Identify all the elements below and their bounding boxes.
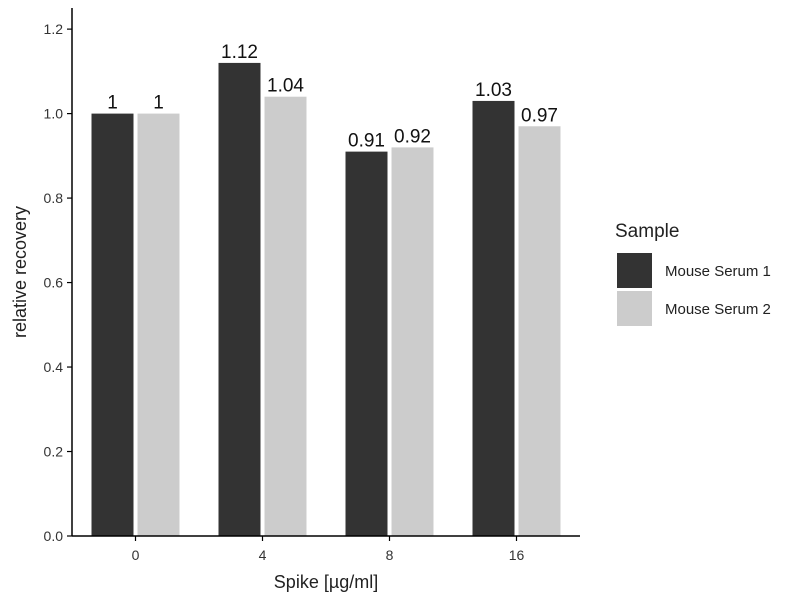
legend-label: Mouse Serum 1: [665, 263, 771, 280]
data-label: 1.04: [267, 76, 304, 97]
data-label: 0.92: [394, 126, 431, 147]
y-tick-label: 0.6: [44, 275, 64, 291]
bar: [345, 151, 388, 536]
legend-key: [617, 291, 652, 326]
legend: Sample Mouse Serum 1 Mouse Serum 2: [615, 221, 771, 326]
bar: [264, 96, 307, 536]
data-label: 0.91: [348, 131, 385, 152]
bars: [91, 62, 561, 537]
data-label: 1.12: [221, 42, 258, 63]
legend-title: Sample: [615, 221, 679, 242]
y-tick-label: 0.8: [44, 190, 64, 206]
y-axis-ticks: 0.0 0.2 0.4 0.6 0.8 1.0 1.2: [44, 21, 72, 544]
data-label: 1.03: [475, 80, 512, 101]
x-tick-label: 16: [509, 547, 525, 563]
x-tick-label: 4: [259, 547, 267, 563]
bar: [218, 62, 261, 537]
bar: [391, 147, 434, 536]
legend-label: Mouse Serum 2: [665, 301, 771, 318]
x-tick-label: 8: [386, 547, 394, 563]
data-label: 1: [153, 93, 164, 114]
bar: [518, 126, 561, 536]
y-axis-title: relative recovery: [10, 206, 30, 338]
y-tick-label: 0.2: [44, 444, 64, 460]
y-tick-label: 0.0: [44, 528, 64, 544]
x-axis-ticks: 0 4 8 16: [132, 536, 525, 563]
y-tick-label: 1.2: [44, 21, 64, 37]
data-label: 0.97: [521, 105, 558, 126]
x-axis-title: Spike [µg/ml]: [274, 572, 378, 592]
bar: [91, 113, 134, 536]
x-tick-label: 0: [132, 547, 140, 563]
data-labels: 1 1 1.12 1.04 0.91 0.92 1.03 0.97: [107, 42, 558, 152]
y-tick-label: 0.4: [44, 359, 64, 375]
bar: [137, 113, 180, 536]
bar: [472, 100, 515, 536]
legend-key: [617, 253, 652, 288]
y-tick-label: 1.0: [44, 106, 64, 122]
data-label: 1: [107, 93, 118, 114]
